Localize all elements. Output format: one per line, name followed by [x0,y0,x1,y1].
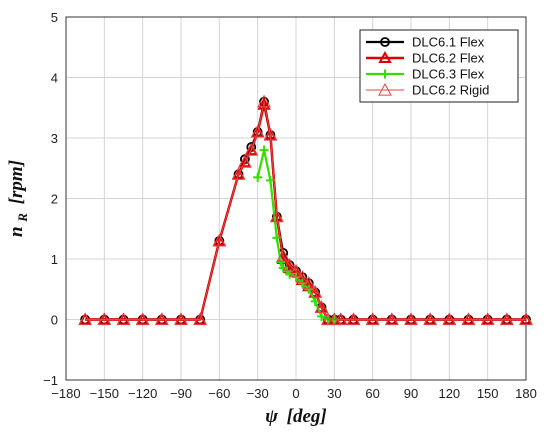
plot-area [65,16,527,381]
x-tick-label: 30 [327,386,341,401]
data-point [365,312,380,326]
data-point [259,145,269,155]
x-axis-ticks: −180 −150 −120 −90 −60 −30 0 30 60 90 120 150 180 [51,386,537,401]
data-point [276,257,286,267]
data-point [97,312,112,326]
legend-label: DLC6.2 Flex [412,51,485,66]
legend-marker [378,50,392,63]
data-point [295,270,310,283]
data-point [116,312,131,326]
legend-label: DLC6.2 Rigid [412,83,489,98]
y-tick-label: −1 [43,373,58,388]
data-point [346,312,361,326]
y-tick-label: 5 [51,10,58,25]
y-tick-label: 3 [51,131,58,146]
data-point [257,94,271,108]
x-axis-symbol: ψ [265,406,278,427]
x-tick-label: 180 [515,386,537,401]
data-point [253,172,263,182]
data-point [282,257,297,271]
x-axis-title: ψ [deg] [265,406,327,427]
data-point [250,124,265,138]
data-point [212,233,227,247]
data-point [499,312,514,326]
data-point [193,312,208,326]
data-point [238,155,252,168]
data-point [276,248,291,262]
data-point [244,143,259,156]
x-tick-label: −60 [208,386,230,401]
data-point [317,311,327,321]
series-line [85,101,526,320]
data-point [314,300,329,313]
legend-marker [380,69,390,79]
data-point [480,312,495,326]
data-point [231,167,246,180]
y-axis-unit: [rpm] [6,160,27,204]
data-point [174,312,188,326]
legend-item: DLC6.2 Rigid [366,83,489,98]
legend-item: DLC6.3 Flex [366,67,485,82]
data-point [519,312,533,326]
data-point [304,284,314,294]
x-tick-label: 0 [292,386,299,401]
legend-item: DLC6.2 Flex [366,51,485,66]
legend-marker [378,82,392,96]
x-tick-label: 150 [477,386,499,401]
data-point [310,296,320,306]
data-point [154,312,169,326]
x-tick-label: −30 [247,386,269,401]
y-tick-label: 4 [51,71,58,86]
x-axis-unit: [deg] [287,406,327,427]
data-point [384,312,399,326]
data-point [423,312,438,326]
y-axis-symbol: n [6,226,27,237]
x-tick-label: −150 [90,386,119,401]
series-3 [78,94,533,326]
data-point [289,264,303,277]
data-point [265,175,275,185]
data-point [333,312,348,326]
data-point [269,209,284,223]
y-axis-subscript: R [15,213,30,223]
y-tick-label: 0 [51,313,58,328]
x-tick-label: −180 [51,386,80,401]
data-point [135,312,150,326]
series-group [78,94,533,326]
data-point [442,312,457,326]
y-axis-ticks: −1 0 1 2 3 4 5 [43,10,58,388]
data-point [78,312,93,326]
data-point [308,285,323,298]
y-tick-label: 2 [51,192,58,207]
x-tick-label: −120 [128,386,157,401]
y-tick-label: 1 [51,252,58,267]
legend-item: DLC6.1 Flex [366,35,485,50]
data-point [257,97,271,110]
x-tick-label: 60 [365,386,379,401]
x-tick-label: 90 [404,386,418,401]
data-point [285,269,295,279]
data-point [263,127,278,141]
data-point [301,276,316,289]
y-axis-title: n R [rpm] [6,160,32,237]
legend-label: DLC6.1 Flex [412,35,485,50]
data-point [404,312,418,326]
data-point [461,312,476,326]
legend-label: DLC6.3 Flex [412,67,485,82]
x-tick-label: 120 [438,386,460,401]
legend-marker [380,37,390,47]
x-tick-label: −90 [170,386,192,401]
